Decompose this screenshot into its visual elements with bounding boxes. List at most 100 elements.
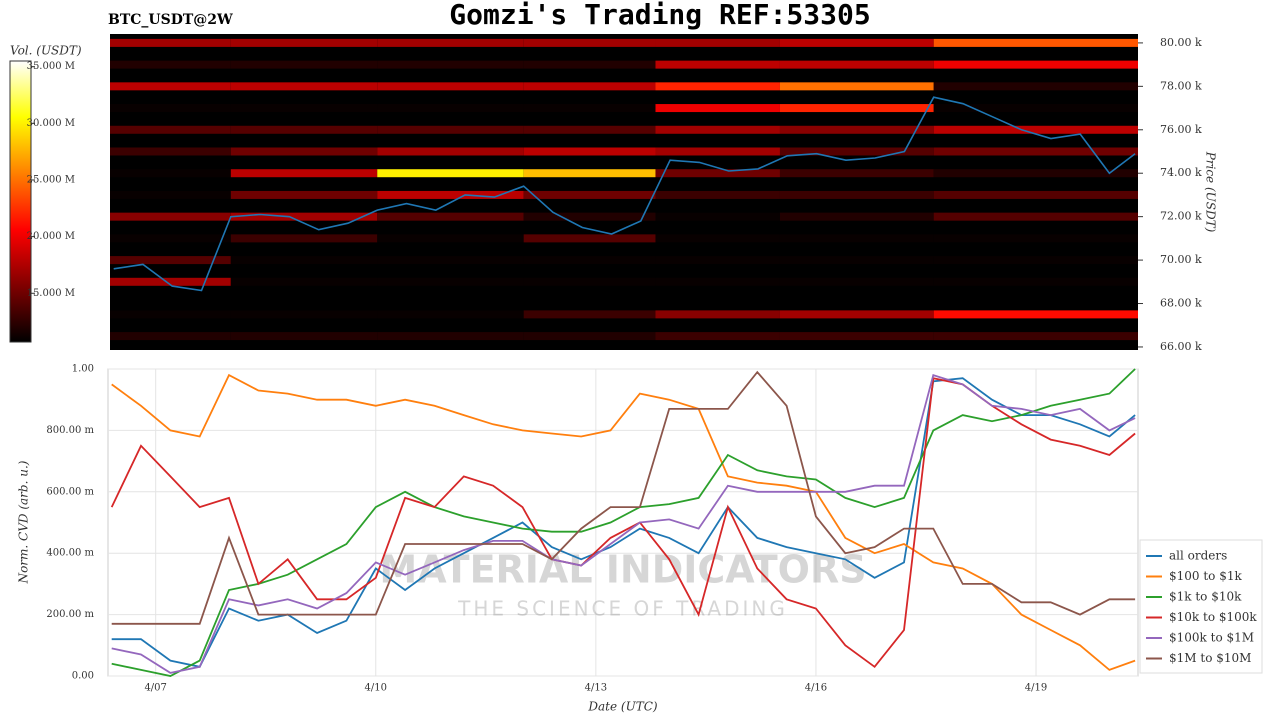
legend-label: $10k to $100k: [1169, 610, 1257, 624]
heat-cell: [655, 169, 780, 178]
y-tick-label: 78.00 k: [1160, 79, 1202, 92]
heat-cell: [779, 332, 934, 341]
heat-cell: [110, 212, 231, 221]
legend-label: $1k to $10k: [1169, 590, 1242, 604]
series-line: [111, 377, 1136, 668]
heat-cell: [377, 169, 524, 178]
series-line: [111, 373, 1136, 674]
chart-subtitle: BTC_USDT@2W: [108, 12, 233, 28]
legend-label: all orders: [1169, 549, 1227, 563]
heat-cell: [523, 332, 656, 341]
heat-cell: [655, 256, 780, 265]
heat-cell: [779, 234, 934, 243]
y-tick-label: 74.00 k: [1160, 166, 1202, 179]
heat-cell: [779, 212, 934, 221]
heat-cell: [230, 60, 378, 69]
heat-cell: [523, 82, 656, 91]
heat-cell: [655, 332, 780, 341]
heat-cell: [230, 104, 378, 113]
heat-cell: [110, 256, 231, 265]
heat-cell: [523, 125, 656, 134]
heat-cell: [933, 190, 1138, 199]
heat-cell: [933, 60, 1138, 69]
heat-cell: [933, 104, 1138, 113]
heat-cell: [655, 147, 780, 156]
heat-cell: [377, 82, 524, 91]
legend-label: $100k to $1M: [1169, 631, 1254, 645]
heat-cell: [655, 60, 780, 69]
heat-cell: [933, 310, 1138, 319]
heat-cell: [779, 147, 934, 156]
y-tick-label: 70.00 k: [1160, 253, 1202, 266]
heat-cell: [377, 104, 524, 113]
heat-cell: [523, 190, 656, 199]
heat-cell: [230, 169, 378, 178]
heat-cell: [110, 277, 231, 286]
heat-cell: [110, 332, 231, 341]
heat-cell: [523, 147, 656, 156]
heat-cell: [110, 190, 231, 199]
y-tick-label: 76.00 k: [1160, 123, 1202, 136]
colorbar-tick-label: 20.000 M: [27, 231, 75, 242]
heat-cell: [779, 169, 934, 178]
watermark: THE SCIENCE OF TRADING: [457, 597, 788, 621]
heat-cell: [110, 310, 231, 319]
heat-cell: [655, 277, 780, 286]
heat-cell: [377, 147, 524, 156]
x-tick-label: 4/19: [1025, 683, 1047, 694]
x-tick-label: 4/07: [144, 683, 166, 694]
heat-cell: [779, 38, 934, 47]
legend-box: [1139, 539, 1263, 674]
legend-label: $100 to $1k: [1169, 569, 1242, 583]
heat-cell: [110, 60, 231, 69]
series-line: [111, 373, 1136, 671]
x-tick-label: 4/13: [585, 683, 607, 694]
series-line: [111, 368, 1136, 677]
y-tick-label: 68.00 k: [1160, 297, 1202, 310]
heat-cell: [230, 310, 378, 319]
heat-cell: [933, 277, 1138, 286]
heat-cell: [933, 212, 1138, 221]
heat-cell: [523, 234, 656, 243]
heat-cell: [655, 212, 780, 221]
heat-cell: [655, 125, 780, 134]
price-line: [113, 96, 1136, 292]
heat-cell: [655, 310, 780, 319]
chart-title: Gomzi's Trading REF:53305: [449, 0, 870, 31]
colorbar-label: Vol. (USDT): [10, 44, 82, 58]
x-tick-label: 4/10: [365, 683, 387, 694]
y-tick-label: 1.00: [72, 364, 94, 375]
heat-cell: [110, 125, 231, 134]
heat-cell: [377, 256, 524, 265]
heat-cell: [779, 277, 934, 286]
heat-cell: [110, 147, 231, 156]
y-tick-label: 72.00 k: [1160, 210, 1202, 223]
heat-cell: [377, 277, 524, 286]
colorbar-tick-label: 35.000 M: [27, 61, 75, 72]
heat-cell: [230, 147, 378, 156]
heat-cell: [933, 82, 1138, 91]
heat-cell: [779, 82, 934, 91]
x-tick-label: 4/16: [805, 683, 827, 694]
heat-cell: [933, 147, 1138, 156]
heat-cell: [230, 256, 378, 265]
heat-cell: [933, 256, 1138, 265]
series-line: [111, 370, 1136, 625]
heat-cell: [655, 104, 780, 113]
heat-cell: [377, 60, 524, 69]
heat-cell: [655, 234, 780, 243]
y-tick-label: 66.00 k: [1160, 340, 1202, 353]
heat-cell: [523, 60, 656, 69]
heat-cell: [779, 104, 934, 113]
heat-cell: [110, 169, 231, 178]
y-tick-label: 0.00: [72, 671, 94, 682]
y-tick-label: 600.00 m: [46, 486, 94, 497]
heat-cell: [523, 169, 656, 178]
heat-cell: [377, 212, 524, 221]
heat-cell: [110, 82, 231, 91]
y-axis-label: Price (USDT): [1204, 151, 1218, 233]
heat-cell: [377, 310, 524, 319]
heat-cell: [230, 190, 378, 199]
heat-cell: [230, 277, 378, 286]
heat-cell: [523, 256, 656, 265]
